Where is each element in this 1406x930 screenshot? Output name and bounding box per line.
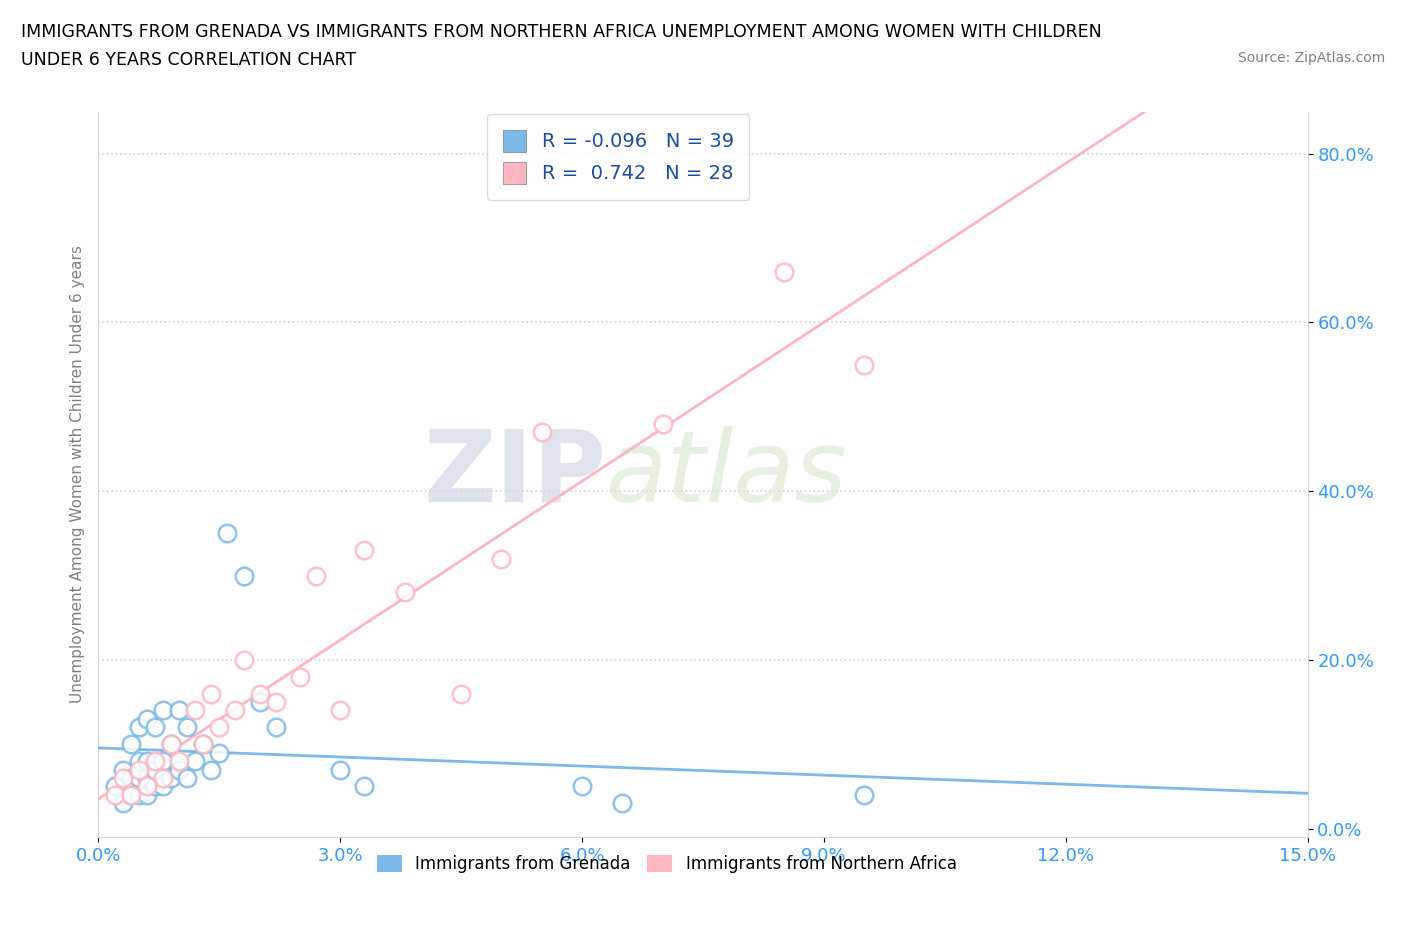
Point [249, 686, 271, 701]
Point [232, 568, 254, 583]
Point [135, 753, 157, 768]
Point [530, 425, 553, 440]
Point [167, 753, 190, 768]
Point [135, 711, 157, 726]
Point [200, 762, 222, 777]
Point [120, 737, 142, 751]
Point [353, 779, 375, 794]
Point [450, 686, 472, 701]
Point [193, 737, 215, 751]
Point [152, 753, 174, 768]
Point [288, 670, 311, 684]
Point [853, 357, 876, 372]
Point [217, 525, 239, 540]
Point [612, 796, 634, 811]
Point [232, 653, 254, 668]
Point [111, 762, 134, 777]
Y-axis label: Unemployment Among Women with Children Under 6 years: Unemployment Among Women with Children U… [69, 246, 84, 703]
Point [208, 745, 231, 760]
Point [853, 788, 876, 803]
Point [329, 762, 352, 777]
Point [264, 720, 287, 735]
Point [128, 762, 150, 777]
Text: atlas: atlas [606, 426, 848, 523]
Point [160, 737, 183, 751]
Point [184, 703, 207, 718]
Point [160, 771, 183, 786]
Point [167, 762, 190, 777]
Point [167, 703, 190, 718]
Point [135, 788, 157, 803]
Point [143, 720, 166, 735]
Point [152, 771, 174, 786]
Point [651, 417, 673, 432]
Point [305, 568, 328, 583]
Point [224, 703, 246, 718]
Point [160, 737, 183, 751]
Point [176, 771, 198, 786]
Point [264, 695, 287, 710]
Point [143, 779, 166, 794]
Text: Source: ZipAtlas.com: Source: ZipAtlas.com [1237, 51, 1385, 65]
Point [120, 788, 142, 803]
Point [571, 779, 593, 794]
Point [111, 796, 134, 811]
Point [128, 788, 150, 803]
Point [143, 753, 166, 768]
Point [135, 779, 157, 794]
Point [200, 686, 222, 701]
Point [772, 264, 794, 279]
Point [193, 737, 215, 751]
Point [249, 695, 271, 710]
Legend: Immigrants from Grenada, Immigrants from Northern Africa: Immigrants from Grenada, Immigrants from… [370, 848, 963, 880]
Point [353, 543, 375, 558]
Text: UNDER 6 YEARS CORRELATION CHART: UNDER 6 YEARS CORRELATION CHART [21, 51, 356, 69]
Point [176, 720, 198, 735]
Point [103, 788, 125, 803]
Point [128, 720, 150, 735]
Point [120, 788, 142, 803]
Text: IMMIGRANTS FROM GRENADA VS IMMIGRANTS FROM NORTHERN AFRICA UNEMPLOYMENT AMONG WO: IMMIGRANTS FROM GRENADA VS IMMIGRANTS FR… [21, 23, 1102, 41]
Point [152, 779, 174, 794]
Point [491, 551, 513, 566]
Point [329, 703, 352, 718]
Point [208, 720, 231, 735]
Point [128, 771, 150, 786]
Point [128, 753, 150, 768]
Text: ZIP: ZIP [423, 426, 606, 523]
Point [120, 771, 142, 786]
Point [143, 762, 166, 777]
Point [184, 753, 207, 768]
Point [103, 779, 125, 794]
Point [111, 771, 134, 786]
Point [135, 771, 157, 786]
Point [394, 585, 416, 600]
Point [152, 703, 174, 718]
